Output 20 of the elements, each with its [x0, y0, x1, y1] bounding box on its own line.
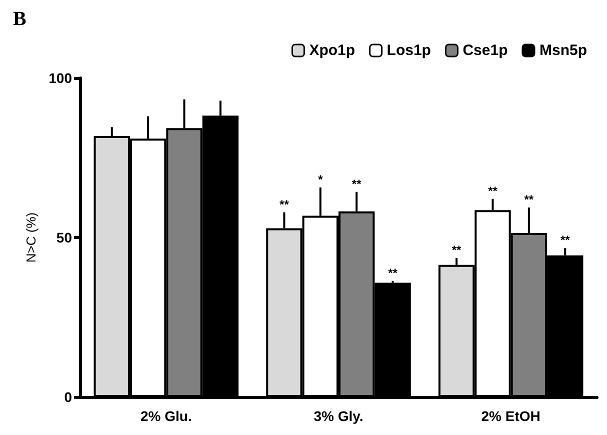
legend-label: Xpo1p	[309, 42, 356, 59]
data-label: **	[280, 197, 290, 212]
data-label: **	[488, 184, 498, 198]
data-label: **	[452, 242, 462, 257]
x-tick-label: 3% Gly.	[314, 408, 364, 424]
legend-label: Msn5p	[539, 42, 588, 59]
data-label: **	[352, 176, 362, 191]
y-tick-label: 50	[56, 230, 72, 246]
data-label: **	[388, 266, 398, 280]
y-tick-label: 0	[64, 389, 72, 405]
x-tick-label: 2% EtOH	[481, 408, 540, 424]
data-label: **	[560, 233, 570, 248]
chart-title: B	[13, 8, 26, 30]
data-label: **	[524, 192, 534, 207]
x-tick-label: 2% Glu.	[140, 408, 192, 424]
y-axis-title: N>C (%)	[24, 212, 39, 263]
data-label: *	[318, 172, 324, 186]
legend-label: Cse1p	[462, 42, 508, 59]
legend-label: Los1p	[386, 42, 431, 59]
y-tick-label: 100	[48, 70, 72, 86]
